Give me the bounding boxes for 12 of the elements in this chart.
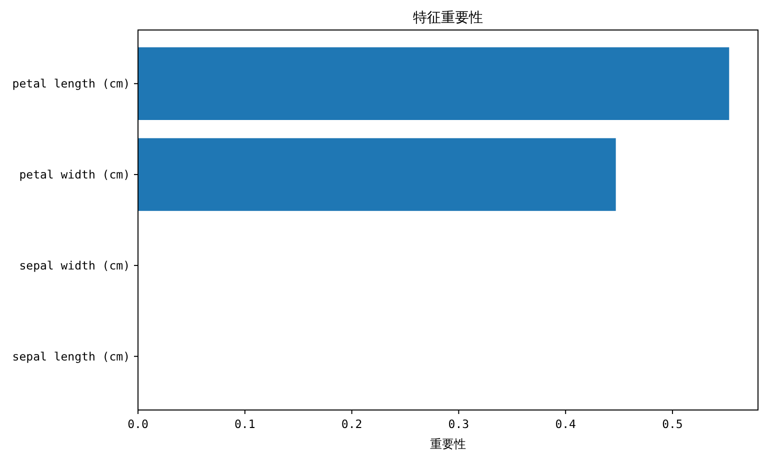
x-axis-title: 重要性	[430, 437, 466, 451]
x-tick-label: 0.3	[448, 417, 470, 431]
x-tick-label: 0.1	[234, 417, 256, 431]
x-tick-label: 0.4	[555, 417, 576, 431]
y-tick-label: sepal width (cm)	[19, 258, 130, 272]
chart-title: 特征重要性	[413, 10, 483, 26]
y-tick-label: sepal length (cm)	[12, 349, 130, 364]
y-tick-label: petal width (cm)	[19, 168, 130, 182]
y-tick-label: petal length (cm)	[12, 76, 130, 91]
x-tick-label: 0.5	[662, 417, 683, 431]
x-tick-label: 0.2	[341, 417, 362, 431]
x-tick-label: 0.0	[128, 417, 148, 431]
